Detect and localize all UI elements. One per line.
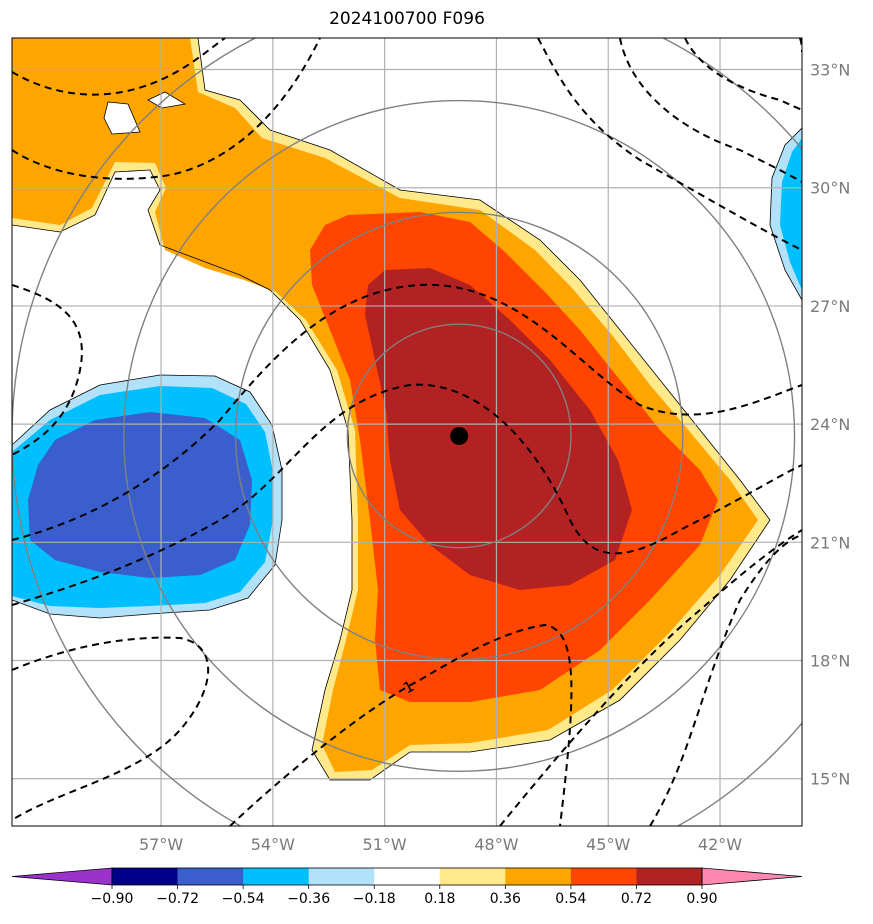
dashed-contour-8 [499, 529, 802, 826]
lon-tick-label: 45°W [586, 835, 630, 854]
dashed-contour-6 [12, 636, 210, 821]
colorbar-tick-label: −0.36 [287, 891, 330, 907]
colorbar-segment [374, 868, 441, 885]
lat-tick-labels: 15°N 18°N 21°N 24°N 27°N 30°N 33°N [810, 61, 850, 789]
range-rings [12, 38, 802, 826]
colorbar-tick-label: −0.54 [222, 891, 265, 907]
colorbar-tick-label: 0.72 [621, 891, 652, 907]
chart-title: 2024100700 F096 [329, 9, 485, 29]
dashed-contour-7 [229, 623, 573, 826]
colorbar-tick-label: −0.18 [353, 891, 396, 907]
dashed-contour-12 [684, 38, 802, 111]
colorbar-tick-label: 0.18 [424, 891, 455, 907]
colorbar-tick-label: 0.36 [490, 891, 521, 907]
dashed-contour-5 [12, 383, 802, 606]
map-plot-area [12, 38, 802, 826]
colorbar-segment [177, 868, 244, 885]
zero-contour-hole-a [103, 101, 141, 135]
lon-tick-label: 48°W [474, 835, 518, 854]
dashed-contour-10 [537, 38, 802, 251]
lat-tick-label: 33°N [810, 61, 850, 80]
shade-east-cyan [780, 138, 802, 290]
lat-tick-label: 15°N [810, 770, 850, 789]
colorbar-segment [308, 868, 375, 885]
zero-contour-east [769, 127, 802, 301]
shade-hole-a [104, 102, 140, 134]
lon-tick-label: 57°W [139, 835, 183, 854]
lat-tick-label: 27°N [810, 297, 850, 316]
storm-center-marker [450, 426, 469, 445]
colorbar-segment [112, 868, 179, 885]
dashed-contour-9 [649, 534, 802, 826]
lat-tick-label: 30°N [810, 179, 850, 198]
range-ring-0 [346, 323, 572, 549]
lon-tick-label: 42°W [698, 835, 742, 854]
lat-tick-label: 21°N [810, 533, 850, 552]
colorbar-tick-label: −0.72 [156, 891, 199, 907]
colorbar-tick-label: 0.90 [686, 891, 717, 907]
lon-tick-label: 51°W [363, 835, 407, 854]
colorbar-extend-high [701, 867, 803, 886]
zero-contour-main [12, 38, 771, 781]
colorbar-tick-label: 0.54 [555, 891, 586, 907]
zero-contour-west [12, 374, 283, 619]
colorbar-segment [505, 868, 572, 885]
map-frame [11, 37, 803, 827]
lon-tick-labels: 57°W 54°W 51°W 48°W 45°W 42°W [139, 835, 742, 854]
lat-tick-label: 18°N [810, 652, 850, 671]
colorbar-segment [636, 868, 703, 885]
lat-tick-label: 24°N [810, 415, 850, 434]
colorbar-segment [439, 868, 506, 885]
gridlines [12, 38, 802, 826]
dashed-contour-3 [12, 284, 83, 456]
dashed-contour-11 [619, 38, 802, 183]
dashed-contour-1 [12, 38, 226, 96]
colorbar-segment [243, 868, 310, 885]
colorbar-frame [111, 867, 703, 886]
dashed-contour-2 [12, 38, 321, 180]
dashed-contours [12, 38, 802, 826]
colorbar-extend-low [11, 867, 113, 886]
shading-layer [12, 38, 802, 780]
range-ring-1 [234, 211, 684, 661]
colorbar-tick-label: −0.90 [91, 891, 134, 907]
lon-tick-label: 54°W [251, 835, 295, 854]
range-ring-2 [123, 99, 796, 773]
shade-west-blue [28, 412, 252, 578]
colorbar-segment [570, 868, 637, 885]
colorbar: −0.90 −0.72 −0.54 −0.36 −0.18 0.18 0.36 0.54 0.7… [11, 867, 803, 907]
